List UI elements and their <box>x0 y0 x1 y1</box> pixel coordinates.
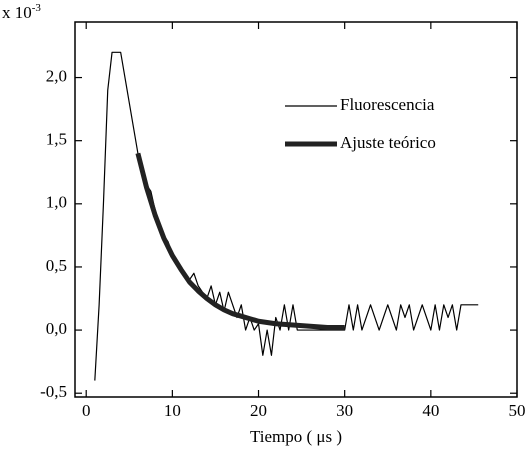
y-tick-label: 0,0 <box>46 319 67 338</box>
x-tick-label: 50 <box>509 401 526 420</box>
y-tick-label: 1,0 <box>46 193 67 212</box>
x-tick-label: 30 <box>336 401 353 420</box>
y-multiplier-base: x 10 <box>2 3 32 22</box>
legend-label: Ajuste teórico <box>340 133 436 152</box>
x-tick-label: 0 <box>82 401 91 420</box>
legend-label: Fluorescencia <box>340 95 435 114</box>
y-tick-label: 1,5 <box>46 130 67 149</box>
y-multiplier-exponent: -3 <box>32 2 42 14</box>
x-tick-label: 20 <box>250 401 267 420</box>
y-tick-label: 0,5 <box>46 256 67 275</box>
y-tick-label: -0,5 <box>40 382 67 401</box>
y-tick-label: 2,0 <box>46 66 67 85</box>
series-line <box>135 152 345 331</box>
x-axis-label: Tiempo ( μs ) <box>250 427 342 446</box>
plot-frame <box>74 21 518 398</box>
x-tick-label: 10 <box>164 401 181 420</box>
y-multiplier: x 10-3 <box>2 2 41 22</box>
x-tick-label: 40 <box>422 401 439 420</box>
